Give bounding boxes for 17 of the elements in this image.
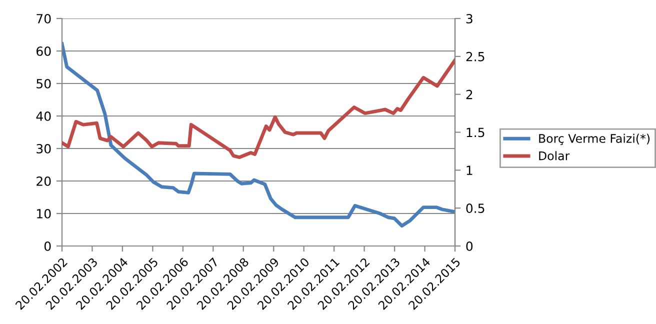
y2-tick-label: 2.5 [466, 52, 484, 62]
y2-tick-label: 0 [466, 241, 473, 251]
y-tick-label: 10 [37, 208, 51, 218]
y-tick-label: 60 [36, 46, 51, 56]
y-tick-label: 0 [44, 241, 51, 251]
y2-tick-label: 1 [466, 166, 472, 175]
y-tick-label: 20 [36, 176, 51, 186]
legend-label: Dolar [539, 151, 570, 160]
y-tick-label: 30 [36, 144, 51, 154]
y2-tick-label: 0.5 [466, 204, 484, 214]
legend-label: Borç Verme Faizi(*) [539, 134, 650, 146]
y2-tick-label: 2 [466, 90, 472, 100]
y-tick-label: 50 [36, 78, 51, 88]
y-tick-label: 70 [36, 14, 51, 24]
y2-tick-label: 1.5 [466, 128, 484, 138]
y-tick-label: 40 [36, 111, 51, 121]
y2-tick-label: 3 [466, 14, 472, 24]
